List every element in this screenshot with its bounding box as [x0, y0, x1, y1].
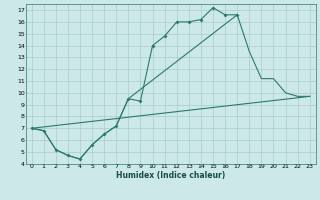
X-axis label: Humidex (Indice chaleur): Humidex (Indice chaleur)	[116, 171, 225, 180]
